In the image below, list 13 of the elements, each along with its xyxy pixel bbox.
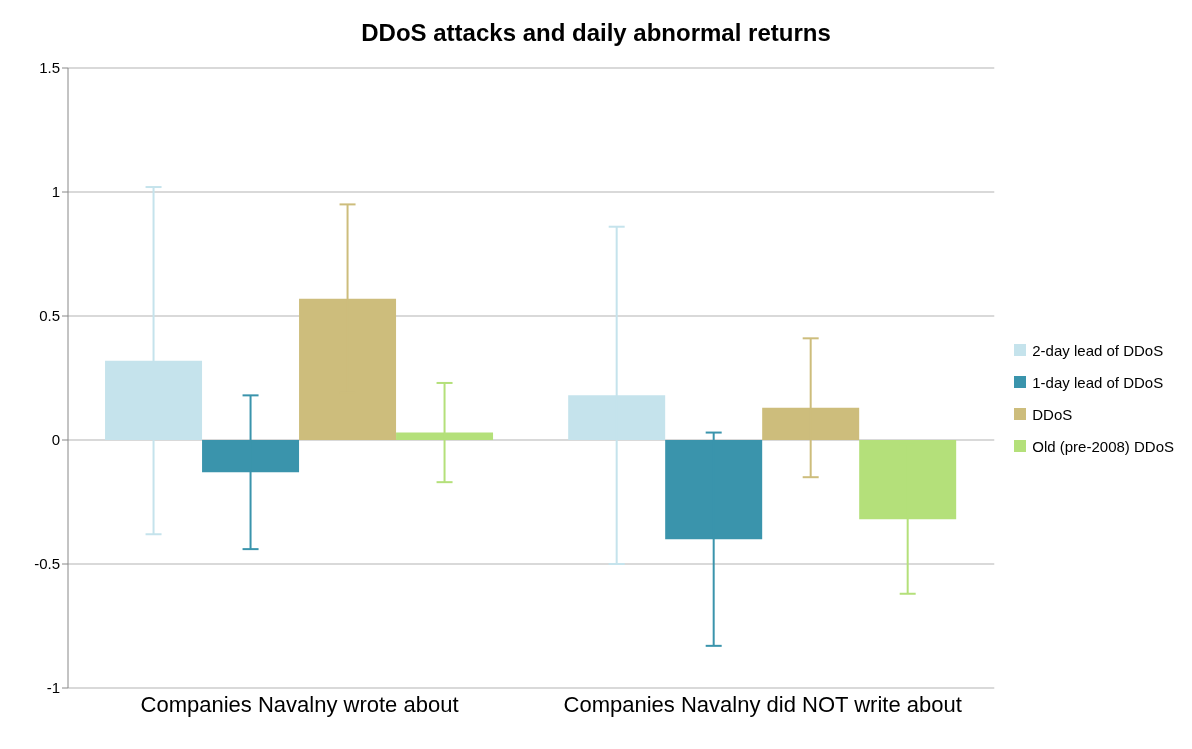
legend-label: DDoS xyxy=(1032,405,1073,423)
legend-label: Old (pre-2008) DDoS xyxy=(1032,437,1174,455)
y-tick-label: -1 xyxy=(46,679,60,697)
legend-label: 1-day lead of DDoS xyxy=(1032,373,1164,391)
y-tick-label: 0.5 xyxy=(39,307,60,325)
chart-title: DDoS attacks and daily abnormal returns xyxy=(360,18,832,48)
y-tick-label: -0.5 xyxy=(34,555,60,573)
y-tick-label: 1 xyxy=(51,183,60,201)
x-tick-label: Companies Navalny wrote about xyxy=(140,691,459,717)
legend-label: 2-day lead of DDoS xyxy=(1032,341,1164,359)
y-tick-label: 1.5 xyxy=(39,59,60,77)
y-tick-label: 0 xyxy=(51,431,60,449)
x-tick-label: Companies Navalny did NOT write about xyxy=(563,691,962,717)
